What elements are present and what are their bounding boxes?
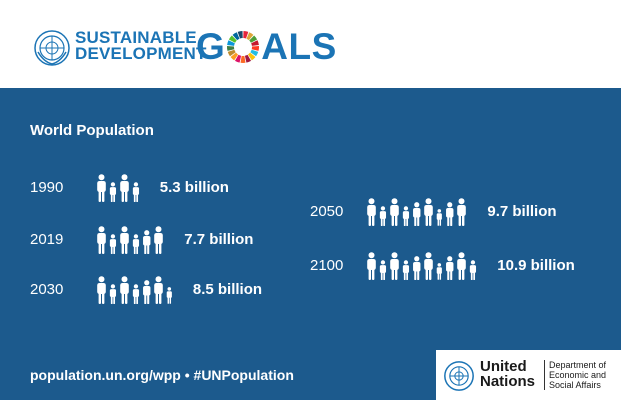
wheel-segment [245,54,252,63]
row-year: 2030 [30,280,64,298]
person-icon [470,260,477,280]
sdg-wordmark: SUSTAINABLE DEVELOPMENT [75,28,207,63]
section-title: World Population [30,122,154,139]
person-icon [142,230,151,254]
person-icon [97,276,106,304]
person-icon [154,276,164,304]
person-icon [97,174,106,202]
person-icon [132,234,139,254]
wheel-segment [230,52,239,61]
wheel-segment [229,35,238,43]
footer: population.un.org/wpp • #UNPopulation Un… [0,350,621,400]
dept-line-1: Department of [549,360,607,370]
un-desa-logo: United Nations Department of Economic an… [436,350,621,400]
dept-line-3: Social Affairs [549,380,601,390]
person-icon [120,226,129,254]
wheel-segment [246,32,254,41]
row-year: 2050 [310,202,344,220]
wheel-segment [249,35,258,43]
un-emblem-icon [34,30,70,66]
population-row-2100: 2100 10.9 billion [310,250,575,280]
wheel-segment [240,55,246,64]
row-year: 2019 [30,230,64,248]
person-icon [132,284,139,304]
person-icon [445,202,454,226]
population-row-2050: 2050 9.7 billion [310,196,557,226]
wheel-segment [250,49,259,57]
person-icon [109,182,117,202]
wheel-segment [248,52,256,61]
person-icon [379,260,387,280]
wheel-segment [252,46,260,51]
wheel-segment [227,46,235,51]
person-icon [97,226,106,254]
person-icon [424,198,434,226]
person-icon [437,263,443,280]
row-value: 5.3 billion [159,178,229,196]
person-icon [120,174,129,202]
person-icon [120,276,129,304]
sdg-line-development: DEVELOPMENT [75,44,207,63]
people-icons [96,224,166,254]
person-icon [154,226,164,254]
wheel-segment [251,40,260,46]
person-icon [379,206,387,226]
person-icon [109,284,117,304]
people-icons [96,274,175,304]
row-value: 8.5 billion [192,280,263,298]
wheel-segment [237,31,244,39]
person-icon [367,252,376,280]
desa-wordmark: Department of Economic and Social Affair… [549,360,606,390]
footer-links[interactable]: population.un.org/wpp • #UNPopulation [30,367,294,383]
org-line-2: Nations [480,373,536,390]
org-line-1: United [480,358,527,375]
row-value: 9.7 billion [487,202,557,220]
person-icon [412,202,421,226]
people-icons [366,196,469,226]
population-row-1990: 1990 5.3 billion [30,172,229,202]
sdg-color-wheel-icon [227,31,260,64]
wheel-segment [235,54,242,63]
population-panel: World Population 1990 5.3 billion 2019 7… [0,88,621,350]
person-icon [412,256,421,280]
people-icons [96,172,142,202]
dept-line-2: Economic and [549,370,607,380]
person-icon [109,234,117,254]
person-icon [424,252,434,280]
sdg-line-sustainable: SUSTAINABLE [75,28,197,47]
goals-wordmark: G ALS [196,27,337,67]
wheel-segment [227,40,236,46]
person-icon [142,280,151,304]
wheel-segment [243,31,249,39]
header-band: SUSTAINABLE DEVELOPMENT G ALS [0,0,621,88]
goals-letters-als: ALS [261,26,337,67]
row-value: 10.9 billion [497,256,575,274]
wheel-segment [232,32,240,41]
person-icon [390,252,399,280]
person-icon [367,198,376,226]
row-year: 1990 [30,178,64,196]
united-nations-wordmark: United Nations [480,359,535,389]
population-row-2019: 2019 7.7 billion [30,224,253,254]
people-icons [366,250,479,280]
person-icon [402,206,409,226]
person-icon [445,256,454,280]
person-icon [457,198,467,226]
population-row-2030: 2030 8.5 billion [30,274,262,304]
person-icon [167,287,173,304]
wheel-segment [228,49,236,57]
logo-divider [544,360,545,390]
row-value: 7.7 billion [184,230,254,248]
row-year: 2100 [310,256,344,274]
person-icon [437,209,443,226]
person-icon [402,260,409,280]
person-icon [390,198,399,226]
person-icon [457,252,467,280]
person-icon [132,182,139,202]
goals-letter-g: G [196,26,226,67]
un-emblem-icon [444,361,474,391]
